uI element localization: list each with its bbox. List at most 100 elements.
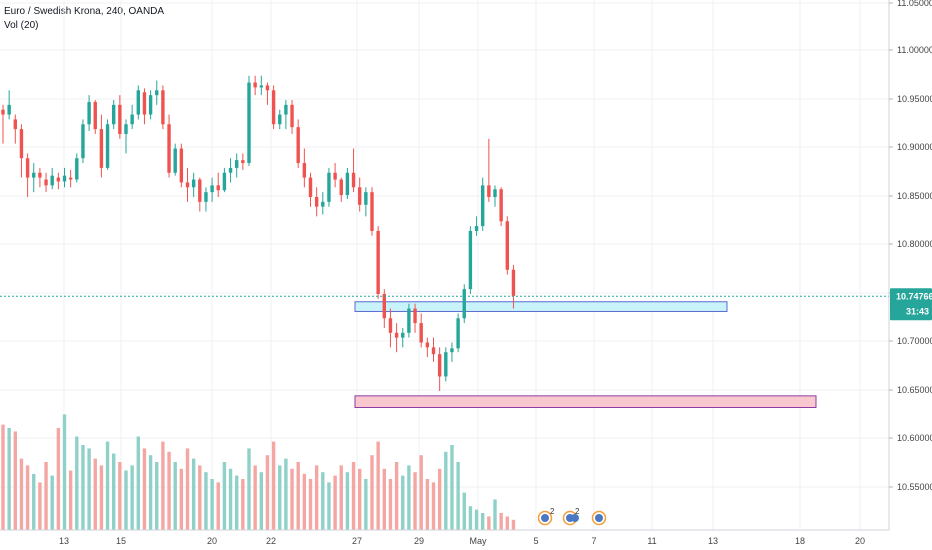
candle-body[interactable]	[382, 294, 386, 319]
candle-body[interactable]	[235, 160, 239, 168]
volume-bar	[148, 455, 153, 530]
candle-body[interactable]	[468, 230, 473, 290]
candle-body[interactable]	[191, 179, 196, 188]
lower-support-zone[interactable]	[354, 395, 817, 408]
candle-body[interactable]	[56, 177, 61, 182]
candle-body[interactable]	[425, 342, 430, 348]
candle-body[interactable]	[388, 318, 393, 333]
candle-body[interactable]	[499, 189, 503, 222]
candle-body[interactable]	[204, 192, 208, 202]
candle-body[interactable]	[179, 148, 184, 183]
volume-indicator-label[interactable]: Vol (20)	[4, 20, 39, 31]
earnings-flag-icon[interactable]	[591, 510, 607, 526]
candle-body[interactable]	[505, 221, 509, 270]
candle-body[interactable]	[308, 177, 313, 197]
candle-body[interactable]	[314, 197, 319, 207]
candle-body[interactable]	[167, 124, 171, 173]
candle-body[interactable]	[38, 172, 42, 178]
price-tick-label: 10.60000	[897, 433, 932, 443]
candle-body[interactable]	[351, 172, 356, 188]
candle-body[interactable]	[50, 175, 54, 186]
candle-body[interactable]	[487, 185, 491, 197]
symbol-title[interactable]: Euro / Swedish Krona, 240, OANDA	[4, 6, 165, 17]
candle-body[interactable]	[462, 289, 466, 319]
candle-body[interactable]	[81, 124, 85, 159]
candle-body[interactable]	[112, 104, 116, 125]
candle-body[interactable]	[370, 192, 374, 231]
candle-body[interactable]	[394, 332, 399, 338]
price-tick-label: 11.05000	[897, 0, 932, 8]
candle-body[interactable]	[450, 348, 454, 353]
candle-body[interactable]	[118, 104, 122, 134]
candle-body[interactable]	[93, 101, 97, 130]
candle-body[interactable]	[511, 269, 516, 296]
candle-body[interactable]	[68, 177, 73, 180]
candle-body[interactable]	[198, 179, 202, 202]
price-axis-panel[interactable]	[889, 0, 932, 550]
volume-bar	[364, 479, 368, 530]
candle-body[interactable]	[148, 95, 153, 115]
volume-bar	[228, 468, 233, 530]
volume-bar	[314, 465, 319, 530]
volume-bar	[105, 441, 110, 530]
candle-body[interactable]	[222, 172, 227, 191]
earnings-flag-icon[interactable]: 2	[562, 507, 581, 526]
candle-body[interactable]	[333, 172, 337, 180]
candle-body[interactable]	[413, 308, 417, 324]
candle-body[interactable]	[290, 104, 294, 128]
candle-body[interactable]	[278, 114, 282, 125]
candle-body[interactable]	[7, 104, 11, 115]
candle-body[interactable]	[25, 158, 30, 178]
candle-body[interactable]	[241, 160, 245, 164]
candle-body[interactable]	[228, 167, 233, 173]
candle-body[interactable]	[210, 185, 214, 193]
candle-body[interactable]	[32, 172, 36, 178]
candle-body[interactable]	[284, 104, 288, 115]
candle-body[interactable]	[259, 85, 263, 88]
candle-body[interactable]	[19, 129, 24, 159]
candle-body[interactable]	[155, 90, 159, 96]
candle-body[interactable]	[493, 189, 497, 197]
support-zone[interactable]	[354, 301, 728, 312]
candle-body[interactable]	[444, 352, 448, 377]
candle-body[interactable]	[136, 90, 140, 115]
candle-body[interactable]	[265, 85, 270, 91]
candle-body[interactable]	[142, 92, 147, 115]
candle-body[interactable]	[185, 182, 190, 188]
candle-body[interactable]	[456, 318, 460, 349]
candle-body[interactable]	[419, 323, 423, 343]
candle-body[interactable]	[130, 114, 134, 125]
candle-body[interactable]	[376, 230, 380, 294]
candle-body[interactable]	[474, 226, 479, 231]
candle-body[interactable]	[407, 308, 411, 333]
candle-body[interactable]	[105, 124, 110, 168]
candle-body[interactable]	[13, 119, 17, 130]
candle-body[interactable]	[481, 185, 485, 227]
candle-body[interactable]	[302, 163, 307, 178]
candle-body[interactable]	[321, 201, 325, 207]
candle-body[interactable]	[44, 179, 48, 186]
candle-body[interactable]	[339, 179, 343, 196]
candle-body[interactable]	[327, 172, 331, 202]
candle-body[interactable]	[62, 175, 67, 182]
candle-body[interactable]	[87, 101, 91, 125]
candle-body[interactable]	[437, 354, 442, 377]
candle-body[interactable]	[99, 129, 104, 168]
candle-body[interactable]	[216, 185, 220, 191]
candle-body[interactable]	[431, 347, 436, 355]
candle-body[interactable]	[364, 192, 368, 205]
candle-body[interactable]	[75, 158, 79, 180]
candle-body[interactable]	[358, 187, 362, 205]
candle-body[interactable]	[345, 172, 350, 196]
candle-body[interactable]	[124, 124, 128, 134]
candle-body[interactable]	[247, 82, 251, 164]
candle-body[interactable]	[401, 332, 405, 338]
candle-body[interactable]	[1, 109, 5, 115]
candle-body[interactable]	[253, 82, 257, 88]
candle-body[interactable]	[161, 90, 165, 125]
candle-body[interactable]	[271, 90, 276, 125]
earnings-flag-icon[interactable]: 2	[537, 507, 556, 526]
candle-body[interactable]	[173, 148, 177, 173]
candle-body[interactable]	[296, 127, 300, 164]
